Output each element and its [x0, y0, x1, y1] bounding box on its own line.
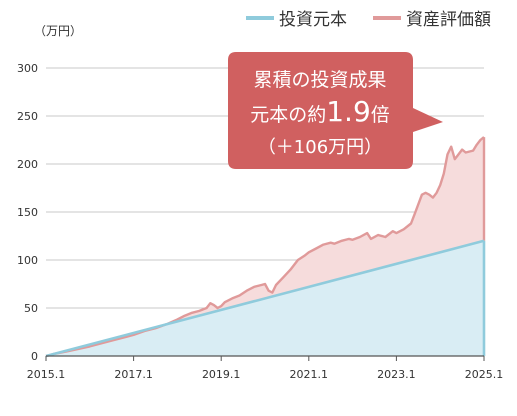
x-tick-label: 2017.1 — [114, 368, 153, 381]
series-areas — [45, 136, 486, 358]
y-unit-label: （万円） — [34, 24, 82, 38]
x-tick-label: 2023.1 — [377, 368, 416, 381]
callout-line-1: 累積の投資成果 — [253, 69, 386, 91]
y-tick-label: 100 — [17, 254, 38, 267]
principal-line — [45, 239, 485, 358]
x-tick-label: 2019.1 — [202, 368, 241, 381]
asset-value-area — [46, 137, 484, 356]
legend-swatch-asset-value — [373, 16, 401, 20]
callout-multiplier: 1.9 — [326, 95, 371, 128]
x-tick-label: 2015.1 — [27, 368, 66, 381]
legend-label-asset-value: 資産評価額 — [406, 10, 491, 30]
y-tick-label: 300 — [17, 62, 38, 75]
y-tick-label: 0 — [31, 350, 38, 363]
callout-annotation: 累積の投資成果 元本の約1.9倍 （＋106万円） — [228, 52, 443, 169]
y-axis-ticks: 0 50 100 150 200 250 300 — [17, 62, 38, 363]
callout-line-3: （＋106万円） — [258, 137, 382, 158]
callout-line-2: 元本の約1.9倍 — [250, 95, 390, 128]
callout-box — [228, 52, 443, 169]
x-tick-label: 2025.1 — [465, 368, 504, 381]
legend-swatch-principal — [246, 16, 274, 20]
y-tick-label: 250 — [17, 110, 38, 123]
callout-prefix: 元本の約 — [250, 104, 326, 126]
legend-label-principal: 投資元本 — [279, 10, 347, 30]
y-tick-label: 150 — [17, 206, 38, 219]
x-tick-label: 2021.1 — [290, 368, 329, 381]
callout-suffix: 倍 — [371, 104, 390, 126]
y-tick-label: 200 — [17, 158, 38, 171]
asset-value-line — [45, 136, 485, 358]
y-tick-label: 50 — [24, 302, 38, 315]
legend: 投資元本 資産評価額 — [246, 10, 491, 30]
x-axis-ticks: 2015.1 2017.1 2019.1 2021.1 2023.1 2025.1 — [27, 356, 504, 381]
